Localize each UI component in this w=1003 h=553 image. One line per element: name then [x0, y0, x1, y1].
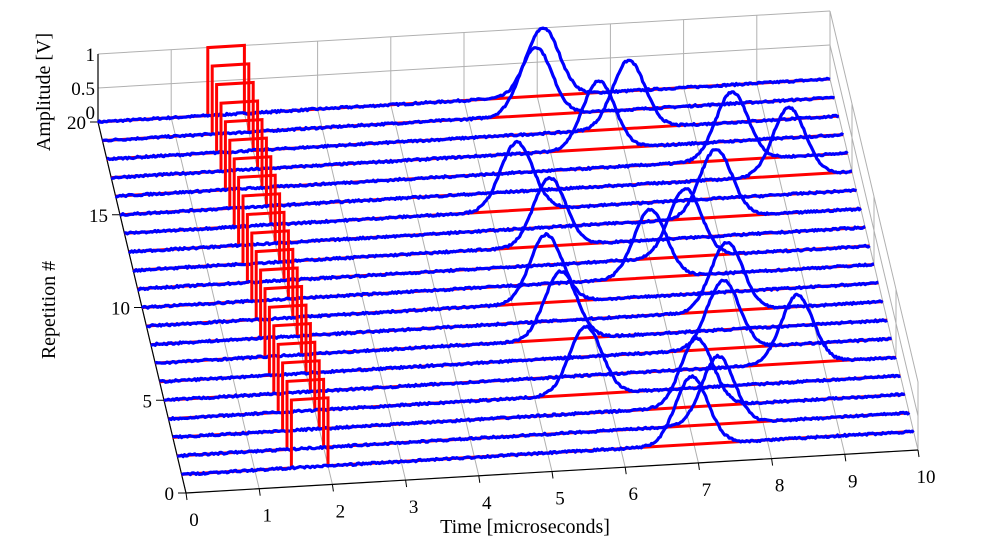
side-wall-grid-line	[829, 44, 919, 417]
signal-line	[172, 336, 906, 440]
y-tick-label: 20	[67, 113, 86, 134]
y-axis-label: Repetition #	[38, 261, 60, 359]
x-tick-label: 5	[555, 489, 565, 510]
x-tick-label: 6	[628, 484, 638, 505]
x-tick-label: 0	[189, 510, 199, 531]
x-tick-label: 2	[336, 501, 346, 522]
x-tick-mark	[624, 467, 627, 475]
repetition-2	[176, 353, 911, 459]
y-tick-label: 0	[165, 484, 175, 505]
repetition-17	[110, 79, 845, 180]
repetition-5	[163, 292, 897, 403]
y-tick-label: 5	[143, 391, 153, 412]
z-axis-label: Amplitude [V]	[33, 33, 55, 151]
x-tick-label: 8	[775, 476, 785, 497]
x-tick-mark	[405, 480, 408, 488]
reference-pulse-line	[115, 118, 848, 198]
reference-pulse-line	[163, 322, 897, 402]
repetition-3	[172, 336, 906, 440]
reference-pulse-line	[111, 99, 844, 180]
x-tick-label: 7	[702, 480, 712, 501]
reference-pulse-line	[155, 284, 888, 365]
x-tick-mark	[844, 454, 847, 462]
z-tick-label: 0.5	[71, 79, 95, 100]
x-axis-label: Time [microseconds]	[440, 516, 610, 538]
x-tick-label: 3	[409, 497, 419, 518]
x-tick-mark	[771, 458, 774, 466]
repetition-8	[150, 241, 884, 347]
repetition-13	[127, 148, 862, 254]
x-tick-mark	[697, 462, 700, 470]
repetition-11	[137, 187, 871, 292]
x-tick-mark	[185, 492, 188, 501]
side-wall-grid-line	[829, 10, 919, 383]
repetition-6	[159, 278, 892, 384]
back-wall-grid-line	[97, 44, 831, 89]
x-tick-mark	[917, 449, 920, 458]
y-tick-label: 15	[89, 206, 108, 227]
z-tick-label: 0	[86, 103, 96, 124]
x-tick-label: 1	[262, 506, 272, 527]
x-tick-label: 10	[917, 467, 936, 488]
signal-line	[181, 374, 915, 477]
x-tick-mark	[331, 484, 334, 492]
repetition-18	[106, 58, 840, 162]
repetition-1	[181, 374, 915, 477]
traces	[96, 26, 915, 477]
x-tick-label: 4	[482, 493, 492, 514]
x-tick-mark	[478, 475, 481, 483]
x-tick-mark	[551, 471, 554, 479]
x-tick-label: 9	[848, 471, 858, 492]
signal-line	[176, 353, 911, 459]
x-tick-mark	[258, 488, 261, 496]
z-tick-label: 1	[86, 45, 96, 66]
y-tick-label: 10	[111, 299, 130, 320]
repetition-19	[102, 46, 836, 143]
repetition-16	[114, 90, 849, 199]
